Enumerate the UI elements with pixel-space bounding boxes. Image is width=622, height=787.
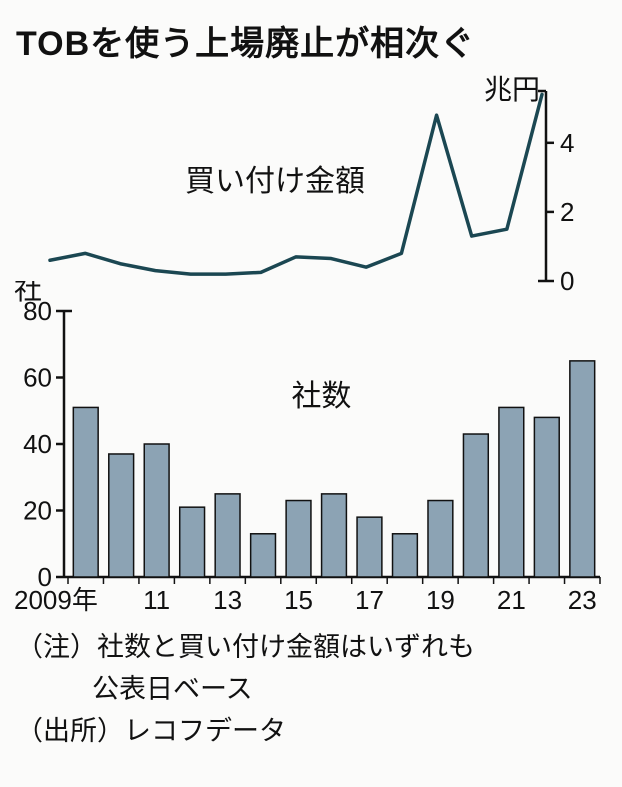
line-series-label: 買い付け金額	[185, 165, 365, 198]
line-unit-label: 兆円	[484, 74, 540, 105]
bar	[251, 534, 276, 577]
bar	[180, 507, 205, 577]
source-text: レコフデータ	[124, 716, 286, 746]
footnote: （注）社数と買い付け金額はいずれも 公表日ベース （出所）レコフデータ	[10, 627, 612, 753]
bar-xtick: 23	[568, 585, 597, 615]
bar	[393, 534, 418, 577]
bar-xtick: 15	[284, 585, 313, 615]
chart-title: TOBを使う上場廃止が相次ぐ	[16, 16, 612, 65]
bar-xtick: 17	[355, 585, 384, 615]
line-ytick: 2	[560, 197, 574, 227]
bar-unit-label: 社	[14, 281, 42, 305]
bar	[428, 501, 453, 577]
bar-ytick: 20	[23, 496, 52, 526]
note-text-2: 公表日ベース	[92, 674, 253, 704]
bar-xtick: 13	[213, 585, 242, 615]
bar-ytick: 40	[23, 429, 52, 459]
bar-series-label: 社数	[291, 380, 351, 413]
note-prefix: （注）	[16, 632, 97, 662]
bar	[534, 417, 559, 577]
chart-container: 024兆円買い付け金額 020406080社2009年1113151719212…	[10, 71, 612, 621]
source-prefix: （出所）	[16, 716, 124, 746]
bar-xtick: 2009年	[14, 585, 98, 615]
bar-xtick: 11	[143, 585, 170, 615]
bar-ytick: 60	[23, 363, 52, 393]
bar	[357, 517, 382, 577]
line-chart: 024兆円買い付け金額	[10, 71, 612, 291]
bar-chart: 020406080社2009年11131517192123社数	[10, 281, 612, 621]
bar	[499, 407, 524, 577]
bar	[215, 494, 240, 577]
bar	[570, 361, 595, 577]
bar	[286, 501, 311, 577]
note-text-1: 社数と買い付け金額はいずれも	[97, 632, 475, 662]
bar-xtick: 19	[426, 585, 455, 615]
bar-xtick: 21	[497, 585, 526, 615]
bar	[463, 434, 488, 577]
bar	[144, 444, 169, 577]
bar	[109, 454, 134, 577]
bar	[322, 494, 347, 577]
bar	[73, 407, 98, 577]
line-ytick: 4	[560, 128, 574, 158]
